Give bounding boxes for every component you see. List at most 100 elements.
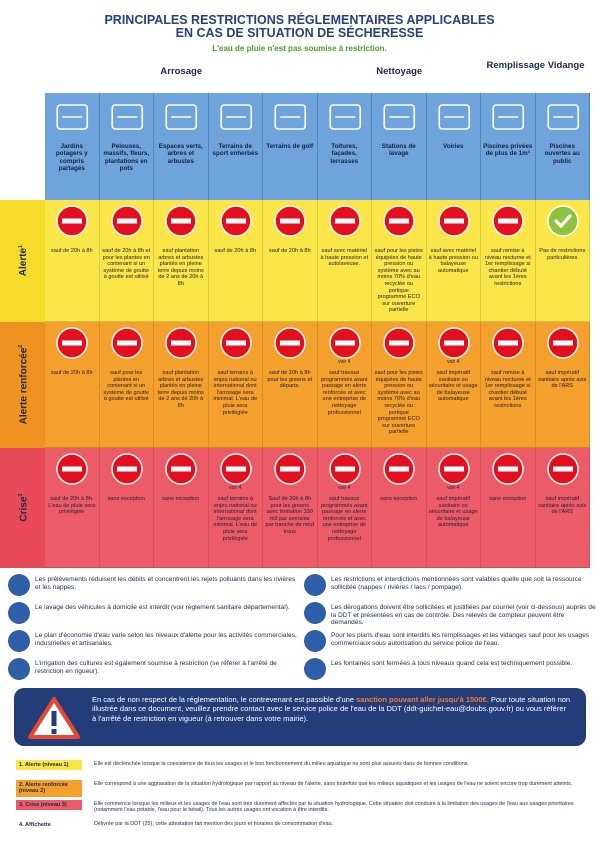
- note-icon: [8, 574, 30, 596]
- restriction-cell: sauf de 20h à 8h. L'eau de pluie sera pr…: [45, 448, 100, 568]
- forbidden-icon: [383, 327, 415, 359]
- allowed-icon: [547, 205, 579, 237]
- level-name: Alerte1: [16, 245, 29, 276]
- cell-text: sauf avec matériel à haute pression et a…: [320, 248, 369, 268]
- cell-note: voir 4: [338, 359, 351, 365]
- warning-highlight: sanction pouvant aller jusqu'à 1500€.: [356, 695, 489, 704]
- column-header: Stations de lavage: [372, 93, 427, 200]
- forbidden-icon: [492, 453, 524, 485]
- column-header: Piscines ouvertes au public: [535, 93, 590, 200]
- cell-text: sauf impératif sanitaire après avis de l…: [538, 370, 587, 390]
- forbidden-icon: [56, 205, 88, 237]
- cell-text: sans exception: [380, 496, 418, 502]
- restriction-cell: sans exception: [372, 448, 427, 568]
- cell-text: sauf impératif sanitaire ou sécuritaire …: [428, 496, 478, 529]
- restriction-cell: sauf pour les pistes équipées de haute p…: [372, 322, 427, 448]
- legend-label: 4. Affichette: [19, 822, 51, 828]
- forbidden-icon: [438, 453, 470, 485]
- legend-label: 2. Alerte renforcée (niveau 2): [16, 780, 82, 797]
- note-text: Pour les plans d'eau sont interdits les …: [331, 632, 590, 647]
- note-text: Les prélèvements réduisent les débits et…: [35, 576, 296, 591]
- forbidden-icon: [492, 205, 524, 237]
- forbidden-icon: [274, 205, 306, 237]
- cell-text: Sauf de 20h à 8h pour les greens avec li…: [265, 496, 314, 535]
- restriction-cell: sauf plantation arbres et arbustes plant…: [154, 200, 209, 322]
- cell-text: sauf pour les pistes équipées de haute p…: [374, 370, 423, 436]
- group-label: Arrosage: [160, 66, 203, 77]
- forbidden-icon: [56, 453, 88, 485]
- column-header: Pelouses, massifs, fleurs, plantations e…: [99, 93, 154, 200]
- note-icon: [304, 658, 326, 680]
- column-icon: [274, 104, 307, 130]
- note-text: Le plan d'économie d'eau varie selon les…: [35, 632, 297, 647]
- title: PRINCIPALES RESTRICTIONS RÉGLEMENTAIRES …: [104, 13, 495, 27]
- forbidden-icon: [111, 453, 143, 485]
- cell-text: sauf impératif sanitaire ou sécuritaire …: [428, 370, 478, 403]
- column-icon: [437, 104, 470, 130]
- cell-text: sans exception: [489, 496, 527, 502]
- column-header: Espaces verts, arbres et arbustes: [154, 93, 209, 200]
- level-text: Alerte: [18, 248, 30, 277]
- restriction-cell: Sauf de 20h à 8h pour les greens avec li…: [263, 448, 318, 568]
- level-name: Crise3: [16, 494, 29, 522]
- column-icon: [165, 104, 198, 130]
- cell-text: sans exception: [107, 496, 145, 502]
- restriction-cell: sauf remise à niveau nocturne et 1er rem…: [481, 200, 536, 322]
- forbidden-icon: [329, 205, 361, 237]
- column-label: Voiries: [442, 143, 464, 150]
- legend-label: 1. Alerte (niveau 1): [16, 760, 82, 771]
- note-icon: [8, 658, 30, 680]
- subtitle: L'eau de pluie n'est pas soumise à restr…: [212, 44, 387, 53]
- cell-text: sans exception: [162, 496, 200, 502]
- level-text: Crise: [18, 496, 30, 522]
- forbidden-icon: [383, 453, 415, 485]
- column-header: Toitures, façades, terrasses: [317, 93, 372, 200]
- restriction-cell: voir 4 sauf travaux programmés avant pass…: [317, 448, 372, 568]
- forbidden-icon: [165, 453, 197, 485]
- level-number: 2: [17, 345, 24, 349]
- forbidden-icon: [329, 327, 361, 359]
- forbidden-icon: [492, 327, 524, 359]
- note-icon: [304, 602, 326, 624]
- warning-icon: [28, 697, 80, 739]
- column-label: Jardins potagers y compris partagés: [55, 143, 88, 173]
- restriction-cell: voir 4 sauf impératif sanitaire ou sécuri…: [426, 322, 481, 448]
- level-name: Alerte renforcée2: [16, 345, 29, 424]
- cell-text: sauf impératif sanitaire après avis de l…: [538, 496, 587, 516]
- restriction-cell: sauf impératif sanitaire après avis de l…: [535, 448, 590, 568]
- cell-text: Pas de restrictions particulières: [539, 248, 586, 261]
- warning-before: En cas de non respect de la réglementati…: [92, 695, 357, 704]
- column-header: Terrains de golf: [263, 93, 318, 200]
- column-label: Terrains de sport enherbés: [212, 143, 259, 158]
- group-label: Remplissage Vidange: [486, 60, 585, 71]
- forbidden-icon: [165, 205, 197, 237]
- cell-text: sauf pour les pistes équipées de haute p…: [374, 248, 423, 314]
- forbidden-icon: [438, 327, 470, 359]
- column-header: Jardins potagers y compris partagés: [45, 93, 100, 200]
- cell-text: sauf plantation arbres et arbustes plant…: [157, 248, 204, 287]
- forbidden-icon: [438, 205, 470, 237]
- cell-text: sauf de 20h à 8h: [50, 370, 93, 376]
- cell-text: sauf de 20h à 8h: [268, 248, 311, 254]
- column-label: Espaces verts, arbres et arbustes: [158, 143, 203, 165]
- forbidden-icon: [383, 205, 415, 237]
- restriction-cell: sauf avec matériel à haute pression ou b…: [426, 200, 481, 322]
- column-label: Piscines privées de plus de 1m³: [483, 143, 533, 158]
- cell-text: sauf de 20h à 8h. L'eau de pluie sera pr…: [48, 496, 96, 516]
- restriction-cell: sans exception: [99, 448, 154, 568]
- group-label: Nettoyage: [376, 66, 423, 77]
- cell-text: sauf remise à niveau nocturne et 1er rem…: [484, 248, 531, 287]
- note-icon: [304, 630, 326, 652]
- level-label: Alerte1: [0, 200, 45, 322]
- forbidden-icon: [220, 453, 252, 485]
- restriction-cell: sans exception: [481, 448, 536, 568]
- column-label: Pelouses, massifs, fleurs, plantations e…: [103, 143, 150, 173]
- cell-text: sauf terrains à enjeu national ou intern…: [213, 370, 258, 416]
- restriction-cell: sauf de 20h à 8h et pour les plantes en …: [99, 200, 154, 322]
- note-text: L'irrigation des cultures est également …: [35, 660, 277, 675]
- note-text: Le lavage des véhicules à domicile est i…: [35, 604, 290, 611]
- legend-label: 3. Crise (niveau 3): [16, 800, 82, 811]
- cell-text: sauf de 20h à 8h pour les greens et dépa…: [267, 370, 313, 390]
- title: EN CAS DE SITUATION DE SÉCHERESSE: [175, 26, 424, 40]
- legend-text: Elle commence lorsque les milieux et les…: [94, 801, 574, 814]
